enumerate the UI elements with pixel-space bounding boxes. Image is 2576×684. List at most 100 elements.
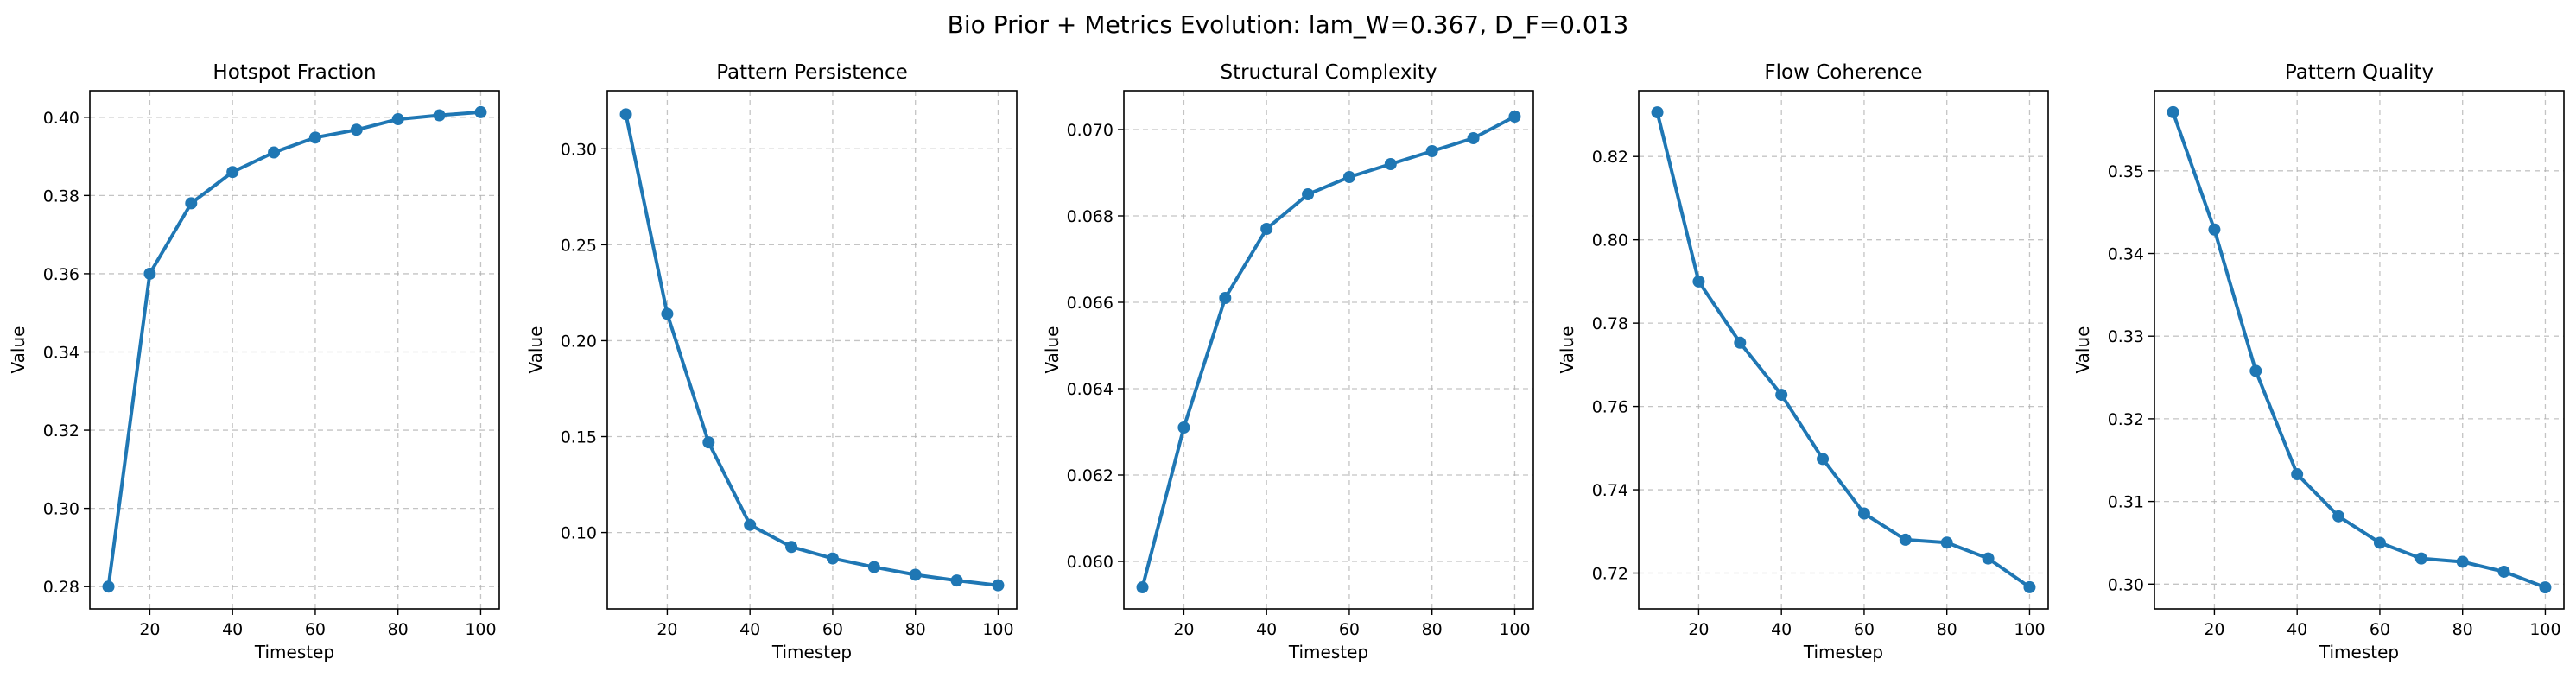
data-point bbox=[744, 518, 757, 531]
data-point bbox=[1177, 421, 1190, 434]
x-tick-label: 40 bbox=[222, 620, 243, 639]
y-tick-label: 0.060 bbox=[1067, 553, 1114, 572]
data-point bbox=[1692, 275, 1705, 288]
series-line bbox=[624, 112, 1000, 587]
y-axis-label: Value bbox=[2072, 326, 2093, 374]
data-point bbox=[1508, 111, 1521, 123]
y-tick-label: 0.34 bbox=[2108, 245, 2144, 264]
x-tick-label: 40 bbox=[739, 620, 760, 639]
x-tick-label: 40 bbox=[1771, 620, 1792, 639]
plot-frame bbox=[1123, 90, 1534, 610]
data-point bbox=[143, 267, 156, 280]
data-point bbox=[1425, 145, 1438, 157]
x-tick-label: 60 bbox=[1339, 620, 1360, 639]
data-point bbox=[102, 580, 115, 593]
data-point bbox=[1899, 533, 1912, 546]
data-point bbox=[1260, 223, 1273, 235]
y-tick-label: 0.062 bbox=[1067, 466, 1114, 485]
y-tick-label: 0.38 bbox=[43, 187, 79, 206]
series-line bbox=[1655, 111, 2032, 589]
x-tick-label: 100 bbox=[1499, 620, 1530, 639]
x-tick-label: 20 bbox=[657, 620, 677, 639]
x-tick-label: 80 bbox=[1422, 620, 1443, 639]
x-tick-label: 20 bbox=[1688, 620, 1709, 639]
x-tick-label: 80 bbox=[2452, 620, 2473, 639]
x-tick-label: 60 bbox=[1854, 620, 1875, 639]
y-axis-label: Value bbox=[525, 326, 546, 374]
y-axis-label: Value bbox=[1557, 326, 1577, 374]
y-tick-label: 0.30 bbox=[561, 140, 597, 159]
y-tick-label: 0.40 bbox=[43, 109, 79, 128]
y-tick-label: 0.30 bbox=[43, 500, 79, 519]
data-point bbox=[2332, 510, 2345, 522]
x-tick-label: 60 bbox=[822, 620, 843, 639]
data-point bbox=[619, 108, 632, 121]
data-point bbox=[474, 105, 487, 118]
panel-title: Pattern Quality bbox=[2285, 61, 2433, 84]
y-tick-label: 0.72 bbox=[1592, 565, 1628, 584]
x-axis-label: Timestep bbox=[2319, 642, 2399, 662]
y-tick-label: 0.82 bbox=[1592, 148, 1628, 167]
data-point bbox=[185, 197, 198, 210]
data-point bbox=[867, 560, 880, 573]
data-point bbox=[226, 166, 239, 179]
y-tick-label: 0.070 bbox=[1067, 121, 1114, 140]
y-tick-label: 0.33 bbox=[2108, 327, 2144, 346]
data-point bbox=[2167, 105, 2179, 118]
y-tick-label: 0.064 bbox=[1067, 380, 1114, 399]
panel-title: Structural Complexity bbox=[1220, 61, 1437, 84]
data-point bbox=[661, 307, 674, 320]
x-axis-label: Timestep bbox=[1803, 642, 1883, 662]
data-point bbox=[1940, 536, 1953, 549]
chart-panel: 20 40 60 80 100 0.060 0.062 0.064 0.066 0.068 0.07… bbox=[1042, 61, 1534, 662]
x-tick-label: 40 bbox=[1256, 620, 1277, 639]
y-tick-label: 0.76 bbox=[1592, 398, 1628, 417]
data-point bbox=[950, 574, 963, 587]
data-point bbox=[2539, 581, 2552, 594]
data-point bbox=[1302, 188, 1315, 200]
x-tick-label: 80 bbox=[905, 620, 926, 639]
chart-panel: 20 40 60 80 100 0.72 0.74 0.76 0.78 0.80 0.82 Flow … bbox=[1557, 61, 2049, 662]
chart-panel: 20 40 60 80 100 0.28 0.30 0.32 0.34 0.36 0.38 0.40 H… bbox=[8, 61, 500, 662]
data-point bbox=[1734, 336, 1747, 349]
data-point bbox=[2249, 364, 2262, 377]
data-point bbox=[391, 113, 404, 126]
y-axis-label: Value bbox=[8, 326, 29, 374]
series-line bbox=[106, 110, 483, 589]
x-tick-label: 100 bbox=[465, 620, 496, 639]
data-point bbox=[2208, 223, 2221, 236]
y-tick-label: 0.31 bbox=[2108, 493, 2144, 512]
data-point bbox=[826, 552, 839, 565]
y-tick-label: 0.10 bbox=[561, 524, 597, 543]
data-point bbox=[2291, 468, 2304, 481]
data-point bbox=[909, 568, 922, 581]
x-axis-label: Timestep bbox=[771, 642, 852, 662]
x-tick-label: 80 bbox=[388, 620, 409, 639]
y-tick-label: 0.80 bbox=[1592, 231, 1628, 250]
data-point bbox=[2456, 555, 2469, 568]
y-tick-label: 0.20 bbox=[561, 332, 597, 351]
x-tick-label: 20 bbox=[139, 620, 160, 639]
data-point bbox=[702, 436, 715, 449]
data-point bbox=[1817, 453, 1830, 466]
y-tick-label: 0.068 bbox=[1067, 207, 1114, 226]
y-tick-label: 0.28 bbox=[43, 578, 79, 597]
chart-panel: 20 40 60 80 100 0.10 0.15 0.20 0.25 0.30 Pattern P… bbox=[525, 61, 1018, 662]
data-point bbox=[2414, 552, 2427, 565]
data-point bbox=[268, 146, 281, 159]
data-point bbox=[1857, 507, 1870, 520]
data-point bbox=[1384, 158, 1397, 170]
chart-panel: 20 40 60 80 100 0.30 0.31 0.32 0.33 0.34 0.35 Patte… bbox=[2072, 61, 2565, 662]
y-tick-label: 0.36 bbox=[43, 265, 79, 284]
figure-suptitle: Bio Prior + Metrics Evolution: lam_W=0.3… bbox=[948, 10, 1629, 39]
x-tick-label: 60 bbox=[305, 620, 326, 639]
data-point bbox=[2497, 565, 2510, 578]
data-point bbox=[785, 541, 798, 554]
x-tick-label: 20 bbox=[1173, 620, 1194, 639]
x-tick-label: 20 bbox=[2204, 620, 2224, 639]
plot-frame bbox=[89, 90, 500, 610]
y-tick-label: 0.25 bbox=[561, 236, 597, 255]
data-point bbox=[1136, 581, 1149, 593]
y-tick-label: 0.30 bbox=[2108, 575, 2144, 594]
